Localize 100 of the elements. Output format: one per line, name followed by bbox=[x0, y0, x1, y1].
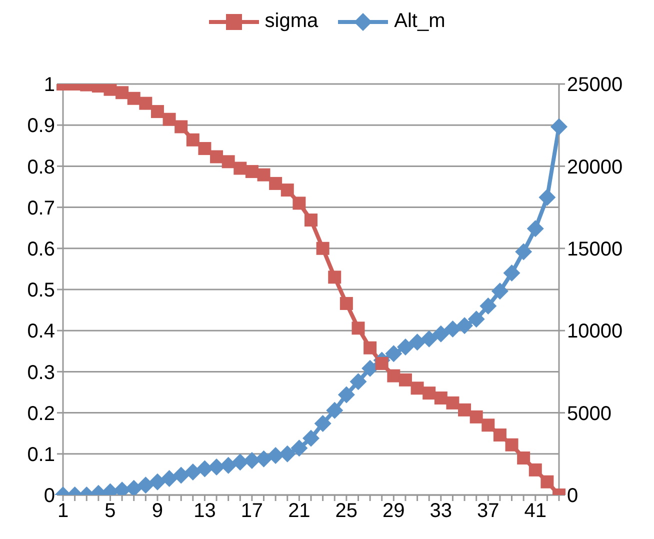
x-tick-label: 21 bbox=[288, 500, 310, 522]
point bbox=[278, 445, 296, 462]
point bbox=[515, 243, 532, 260]
point bbox=[150, 105, 164, 118]
point bbox=[220, 456, 237, 474]
y-tick-label: 1 bbox=[44, 74, 55, 96]
y2-tick-label: 25000 bbox=[567, 74, 623, 96]
point bbox=[148, 473, 166, 490]
point bbox=[540, 475, 554, 488]
x-tick-label: 37 bbox=[477, 500, 500, 522]
point bbox=[458, 403, 472, 416]
y2-tick-label: 0 bbox=[567, 485, 578, 508]
point bbox=[222, 155, 235, 168]
y-tick-label: 0 bbox=[44, 485, 55, 508]
point bbox=[468, 310, 485, 328]
point bbox=[292, 196, 306, 210]
point bbox=[528, 463, 542, 476]
y-tick-label: 0.3 bbox=[27, 362, 55, 384]
point bbox=[328, 270, 342, 284]
point bbox=[422, 386, 436, 400]
point bbox=[456, 317, 474, 334]
point bbox=[210, 150, 224, 164]
point bbox=[444, 320, 462, 338]
point bbox=[491, 282, 508, 300]
point bbox=[302, 430, 320, 447]
point bbox=[340, 296, 353, 310]
point bbox=[503, 264, 520, 282]
x-tick-label: 41 bbox=[524, 500, 547, 522]
point bbox=[410, 382, 424, 395]
point bbox=[420, 330, 438, 348]
point bbox=[396, 338, 414, 356]
point bbox=[517, 452, 530, 465]
point bbox=[352, 322, 365, 335]
point bbox=[208, 458, 226, 476]
y2-tick-label: 15000 bbox=[567, 238, 623, 260]
y-tick-label: 0.6 bbox=[27, 238, 55, 260]
point bbox=[257, 168, 270, 182]
point bbox=[269, 176, 282, 190]
point bbox=[538, 188, 556, 206]
point bbox=[362, 360, 379, 377]
point bbox=[434, 392, 448, 405]
y-tick-label: 0.2 bbox=[27, 402, 55, 425]
point bbox=[174, 120, 188, 134]
point bbox=[304, 214, 318, 227]
x-tick-label: 13 bbox=[194, 500, 216, 522]
point bbox=[104, 84, 117, 96]
point bbox=[137, 476, 154, 494]
point bbox=[505, 438, 518, 452]
point bbox=[125, 480, 142, 495]
y-tick-label: 0.5 bbox=[27, 280, 55, 302]
y2-tick-label: 10000 bbox=[567, 320, 623, 343]
point bbox=[243, 452, 260, 469]
point bbox=[160, 470, 178, 488]
point bbox=[385, 345, 402, 362]
point bbox=[198, 142, 212, 156]
point bbox=[234, 162, 247, 175]
point bbox=[186, 133, 200, 146]
point bbox=[232, 454, 249, 471]
point bbox=[267, 447, 284, 464]
point bbox=[375, 356, 388, 370]
point bbox=[432, 325, 450, 342]
x-tick-label: 17 bbox=[240, 500, 264, 522]
point bbox=[184, 463, 202, 480]
point bbox=[139, 96, 152, 110]
point bbox=[116, 86, 129, 100]
x-tick-label: 33 bbox=[430, 500, 452, 522]
point bbox=[172, 466, 190, 484]
point bbox=[290, 440, 308, 457]
legend-label: sigma bbox=[264, 10, 318, 33]
point bbox=[470, 410, 483, 424]
point bbox=[255, 450, 272, 468]
point bbox=[350, 373, 367, 390]
x-tick-label: 5 bbox=[104, 500, 116, 522]
y-tick-label: 0.8 bbox=[27, 156, 55, 178]
point bbox=[387, 369, 400, 382]
point bbox=[398, 373, 412, 386]
point bbox=[127, 92, 140, 105]
point bbox=[245, 165, 258, 178]
y2-tick-label: 20000 bbox=[567, 156, 623, 178]
point bbox=[338, 386, 355, 404]
point bbox=[314, 414, 332, 432]
y-tick-label: 0.1 bbox=[27, 444, 55, 466]
point bbox=[326, 402, 344, 419]
point bbox=[480, 297, 497, 314]
point bbox=[493, 428, 506, 442]
point bbox=[408, 334, 426, 351]
point bbox=[482, 418, 495, 432]
y2-tick-label: 5000 bbox=[567, 402, 612, 425]
point bbox=[364, 341, 377, 354]
point bbox=[446, 396, 460, 410]
y-tick-label: 0.4 bbox=[27, 320, 55, 343]
legend-label: Alt_m bbox=[394, 10, 446, 33]
y-tick-label: 0.7 bbox=[27, 197, 55, 220]
point bbox=[280, 184, 294, 197]
y-tick-label: 0.9 bbox=[27, 115, 55, 138]
point bbox=[316, 242, 330, 255]
point bbox=[526, 220, 544, 238]
point bbox=[162, 112, 176, 126]
x-tick-label: 9 bbox=[152, 500, 164, 522]
x-tick-label: 25 bbox=[335, 500, 358, 522]
